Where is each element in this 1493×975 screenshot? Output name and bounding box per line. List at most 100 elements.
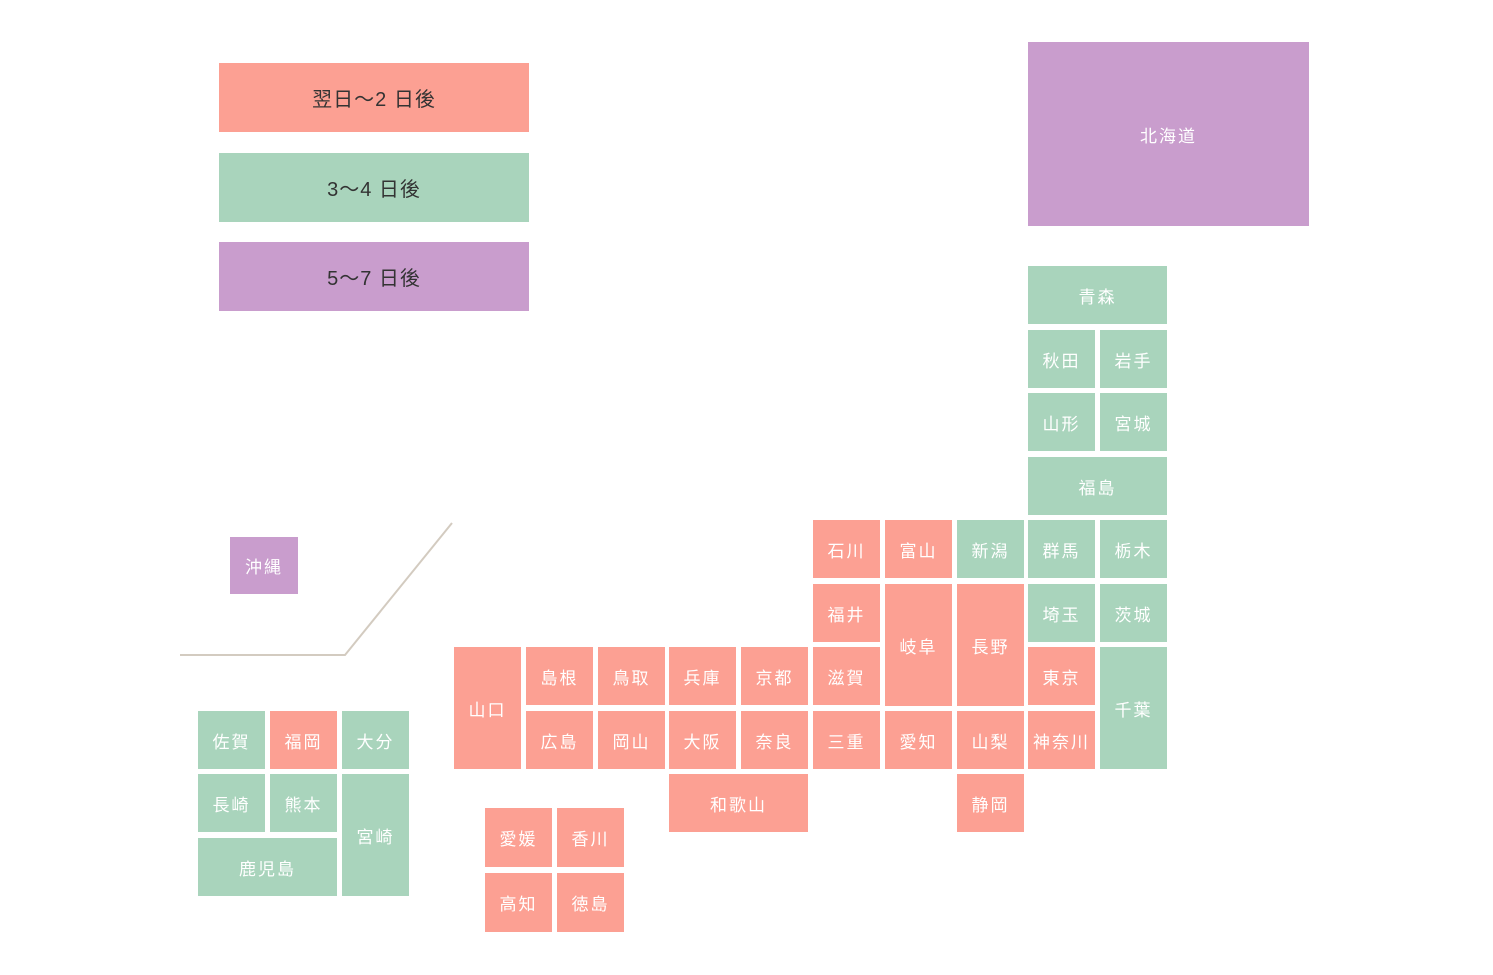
prefecture-tile-iwate: 岩手 <box>1100 330 1167 388</box>
prefecture-tile-saitama: 埼玉 <box>1028 584 1095 642</box>
prefecture-label: 島根 <box>540 668 579 688</box>
prefecture-label: 愛媛 <box>499 830 538 849</box>
prefecture-label: 愛知 <box>899 732 938 752</box>
prefecture-tile-ehime: 愛媛 <box>485 808 552 867</box>
prefecture-tile-tokyo: 東京 <box>1028 647 1095 705</box>
prefecture-label: 鹿児島 <box>239 859 296 879</box>
prefecture-tile-hokkaido: 北海道 <box>1028 42 1309 226</box>
prefecture-label: 高知 <box>499 895 538 914</box>
prefecture-tile-hiroshima: 広島 <box>526 711 593 769</box>
legend-label: 翌日〜2 日後 <box>312 89 436 111</box>
prefecture-label: 滋賀 <box>827 668 866 688</box>
prefecture-label: 鳥取 <box>612 668 651 688</box>
prefecture-label: 岡山 <box>612 732 651 752</box>
prefecture-label: 香川 <box>571 830 610 849</box>
prefecture-label: 石川 <box>827 541 866 561</box>
prefecture-tile-akita: 秋田 <box>1028 330 1095 388</box>
prefecture-tile-shizuoka: 静岡 <box>957 774 1024 832</box>
prefecture-label: 和歌山 <box>710 795 767 815</box>
prefecture-tile-hyogo: 兵庫 <box>669 647 736 705</box>
prefecture-label: 神奈川 <box>1033 732 1090 752</box>
legend-item-5-to-7-days: 5〜7 日後 <box>219 242 529 311</box>
prefecture-tile-osaka: 大阪 <box>669 711 736 769</box>
prefecture-label: 山形 <box>1042 414 1081 434</box>
prefecture-tile-mie: 三重 <box>813 711 880 769</box>
prefecture-label: 埼玉 <box>1042 605 1081 625</box>
prefecture-tile-kumamoto: 熊本 <box>270 774 337 832</box>
prefecture-label: 富山 <box>899 541 938 561</box>
prefecture-label: 青森 <box>1078 287 1117 307</box>
prefecture-tile-gifu: 岐阜 <box>885 584 952 706</box>
prefecture-label: 静岡 <box>971 795 1010 815</box>
prefecture-label: 沖縄 <box>245 558 283 577</box>
prefecture-label: 広島 <box>540 732 579 752</box>
prefecture-tile-shimane: 島根 <box>526 647 593 705</box>
prefecture-label: 山口 <box>468 700 507 720</box>
prefecture-tile-okinawa: 沖縄 <box>230 537 298 594</box>
prefecture-label: 京都 <box>755 668 794 688</box>
prefecture-label: 三重 <box>827 732 866 752</box>
legend-item-next-day-to-2days: 翌日〜2 日後 <box>219 63 529 132</box>
prefecture-tile-ishikawa: 石川 <box>813 520 880 578</box>
prefecture-tile-niigata: 新潟 <box>957 520 1024 578</box>
prefecture-tile-yamanashi: 山梨 <box>957 711 1024 769</box>
prefecture-label: 岐阜 <box>899 637 938 657</box>
prefecture-label: 兵庫 <box>683 668 722 688</box>
prefecture-tile-nagano: 長野 <box>957 584 1024 706</box>
prefecture-label: 岩手 <box>1114 351 1153 371</box>
prefecture-label: 長野 <box>971 637 1010 657</box>
prefecture-tile-fukui: 福井 <box>813 584 880 642</box>
prefecture-tile-kochi: 高知 <box>485 873 552 932</box>
prefecture-tile-okayama: 岡山 <box>598 711 665 769</box>
prefecture-label: 北海道 <box>1140 126 1197 146</box>
prefecture-label: 栃木 <box>1114 541 1153 561</box>
prefecture-tile-ibaraki: 茨城 <box>1100 584 1167 642</box>
prefecture-tile-chiba: 千葉 <box>1100 647 1167 769</box>
prefecture-tile-kagoshima: 鹿児島 <box>198 838 337 896</box>
prefecture-tile-kanagawa: 神奈川 <box>1028 711 1095 769</box>
prefecture-tile-yamagata: 山形 <box>1028 393 1095 451</box>
prefecture-tile-wakayama: 和歌山 <box>669 774 808 832</box>
prefecture-label: 山梨 <box>971 732 1010 752</box>
prefecture-label: 奈良 <box>755 732 794 752</box>
prefecture-tile-shiga: 滋賀 <box>813 647 880 705</box>
prefecture-tile-tokushima: 徳島 <box>557 873 624 932</box>
prefecture-label: 秋田 <box>1042 351 1081 371</box>
prefecture-label: 新潟 <box>971 541 1010 561</box>
prefecture-tile-aichi: 愛知 <box>885 711 952 769</box>
legend-item-3-to-4-days: 3〜4 日後 <box>219 153 529 222</box>
prefecture-label: 福島 <box>1078 478 1117 498</box>
prefecture-label: 長崎 <box>212 795 251 815</box>
prefecture-label: 群馬 <box>1042 541 1081 561</box>
prefecture-tile-gunma: 群馬 <box>1028 520 1095 578</box>
prefecture-label: 福岡 <box>284 732 323 752</box>
prefecture-label: 徳島 <box>571 895 610 914</box>
prefecture-tile-toyama: 富山 <box>885 520 952 578</box>
prefecture-label: 大分 <box>356 732 395 752</box>
legend-label: 5〜7 日後 <box>327 268 421 290</box>
prefecture-tile-nara: 奈良 <box>741 711 808 769</box>
prefecture-label: 宮崎 <box>356 827 395 847</box>
legend-label: 3〜4 日後 <box>327 179 421 201</box>
prefecture-tile-saga: 佐賀 <box>198 711 265 769</box>
prefecture-tile-fukuoka: 福岡 <box>270 711 337 769</box>
prefecture-label: 宮城 <box>1114 414 1153 434</box>
prefecture-label: 大阪 <box>683 732 722 752</box>
prefecture-tile-nagasaki: 長崎 <box>198 774 265 832</box>
prefecture-tile-kagawa: 香川 <box>557 808 624 867</box>
prefecture-label: 熊本 <box>284 795 323 815</box>
prefecture-tile-oita: 大分 <box>342 711 409 769</box>
okinawa-divider-polyline <box>180 522 453 656</box>
prefecture-label: 佐賀 <box>212 732 251 752</box>
prefecture-label: 福井 <box>827 605 866 625</box>
prefecture-tile-miyagi: 宮城 <box>1100 393 1167 451</box>
prefecture-tile-yamaguchi: 山口 <box>454 647 521 769</box>
prefecture-label: 茨城 <box>1114 605 1153 625</box>
prefecture-label: 東京 <box>1042 668 1081 688</box>
prefecture-tile-kyoto: 京都 <box>741 647 808 705</box>
prefecture-tile-miyazaki: 宮崎 <box>342 774 409 896</box>
prefecture-tile-fukushima: 福島 <box>1028 457 1167 515</box>
prefecture-tile-tochigi: 栃木 <box>1100 520 1167 578</box>
prefecture-tile-aomori: 青森 <box>1028 266 1167 324</box>
